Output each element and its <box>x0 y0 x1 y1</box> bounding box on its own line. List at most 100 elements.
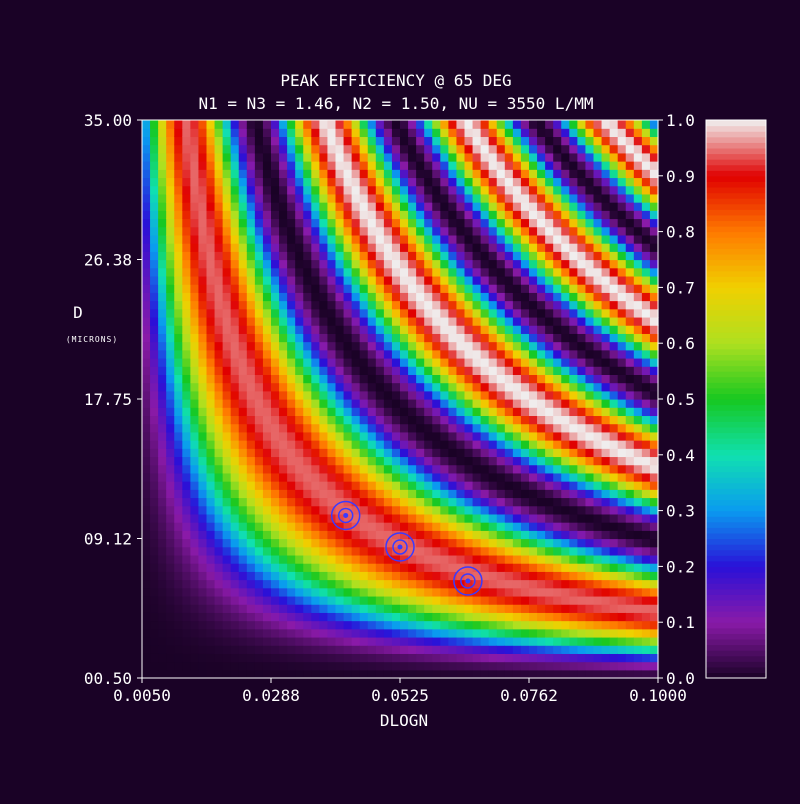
heatmap-cell <box>472 579 482 589</box>
heatmap-cell <box>520 669 530 679</box>
heatmap-cell <box>400 136 409 146</box>
heatmap-cell <box>182 579 191 589</box>
heatmap-cell <box>351 563 361 572</box>
heatmap-cell <box>585 136 595 146</box>
heatmap-cell <box>279 456 288 466</box>
heatmap-cell <box>537 595 546 605</box>
heatmap-cell <box>343 210 353 220</box>
heatmap-cell <box>649 505 659 515</box>
heatmap-cell <box>520 620 530 630</box>
heatmap-cell <box>238 505 248 515</box>
heatmap-cell <box>222 152 232 162</box>
heatmap-cell <box>408 530 417 540</box>
heatmap-cell <box>279 628 288 638</box>
heatmap-cell <box>520 185 530 195</box>
heatmap-cell <box>601 267 611 277</box>
heatmap-cell <box>391 448 401 458</box>
heatmap-cell <box>408 341 417 351</box>
heatmap-cell <box>158 645 167 654</box>
heatmap-cell <box>238 612 248 622</box>
heatmap-cell <box>641 284 651 293</box>
heatmap-cell <box>303 628 312 638</box>
heatmap-cell <box>432 161 441 170</box>
heatmap-cell <box>472 431 482 441</box>
heatmap-cell <box>577 316 587 326</box>
heatmap-cell <box>359 448 369 458</box>
heatmap-cell <box>206 226 216 236</box>
heatmap-cell <box>142 284 151 293</box>
heatmap-cell <box>238 489 248 499</box>
heatmap-cell <box>569 472 578 482</box>
heatmap-cell <box>271 563 280 572</box>
heatmap-cell <box>617 300 627 310</box>
colorbar-band <box>706 583 766 590</box>
heatmap-cell <box>198 177 208 187</box>
heatmap-cell <box>512 522 522 531</box>
heatmap-cell <box>625 546 635 556</box>
heatmap-cell <box>287 341 296 351</box>
heatmap-cell <box>287 587 296 597</box>
heatmap-cell <box>343 226 353 236</box>
heatmap-cell <box>271 546 280 556</box>
heatmap-cell <box>577 489 587 499</box>
heatmap-cell <box>488 267 498 277</box>
heatmap-cell <box>545 489 554 499</box>
heatmap-cell <box>271 612 280 622</box>
heatmap-cell <box>150 505 159 515</box>
heatmap-cell <box>262 456 272 466</box>
heatmap-cell <box>448 267 458 277</box>
heatmap-cell <box>206 349 216 359</box>
heatmap-cell <box>335 505 345 515</box>
heatmap-cell <box>343 653 353 663</box>
heatmap-cell <box>182 267 191 277</box>
heatmap-cell <box>456 136 466 146</box>
heatmap-cell <box>464 316 474 326</box>
heatmap-cell <box>295 169 304 179</box>
heatmap-cell <box>400 440 409 449</box>
heatmap-cell <box>206 628 216 638</box>
heatmap-cell <box>327 128 337 138</box>
heatmap-cell <box>182 481 191 490</box>
heatmap-cell <box>190 505 200 515</box>
heatmap-cell <box>230 620 240 630</box>
heatmap-cell <box>367 530 377 540</box>
heatmap-cell <box>343 300 353 310</box>
heatmap-cell <box>448 177 458 187</box>
heatmap-cell <box>601 472 611 482</box>
heatmap-cell <box>230 144 240 154</box>
heatmap-cell <box>561 357 570 367</box>
heatmap-cell <box>633 218 643 228</box>
heatmap-cell <box>512 120 522 129</box>
heatmap-cell <box>464 357 474 367</box>
heatmap-cell <box>609 128 619 138</box>
heatmap-cell <box>246 193 256 203</box>
heatmap-cell <box>512 628 522 638</box>
heatmap-cell <box>448 316 458 326</box>
heatmap-cell <box>593 563 603 572</box>
heatmap-cell <box>496 669 506 679</box>
heatmap-cell <box>649 661 659 671</box>
heatmap-cell <box>448 620 458 630</box>
heatmap-cell <box>271 251 280 261</box>
heatmap-cell <box>520 267 530 277</box>
heatmap-cell <box>271 341 280 351</box>
heatmap-cell <box>593 530 603 540</box>
heatmap-cell <box>529 284 538 293</box>
heatmap-cell <box>601 349 611 359</box>
heatmap-cell <box>391 243 401 252</box>
heatmap-cell <box>641 366 651 375</box>
heatmap-cell <box>254 628 264 638</box>
heatmap-cell <box>166 341 175 351</box>
heatmap-cell <box>496 202 506 211</box>
heatmap-cell <box>424 604 433 613</box>
heatmap-cell <box>383 234 393 244</box>
heatmap-cell <box>400 284 409 293</box>
heatmap-cell <box>480 554 490 564</box>
heatmap-cell <box>359 374 369 384</box>
heatmap-cell <box>577 628 587 638</box>
heatmap-cell <box>472 251 482 261</box>
heatmap-cell <box>311 472 320 482</box>
heatmap-cell <box>472 226 482 236</box>
heatmap-cell <box>303 284 312 293</box>
heatmap-cell <box>271 595 280 605</box>
